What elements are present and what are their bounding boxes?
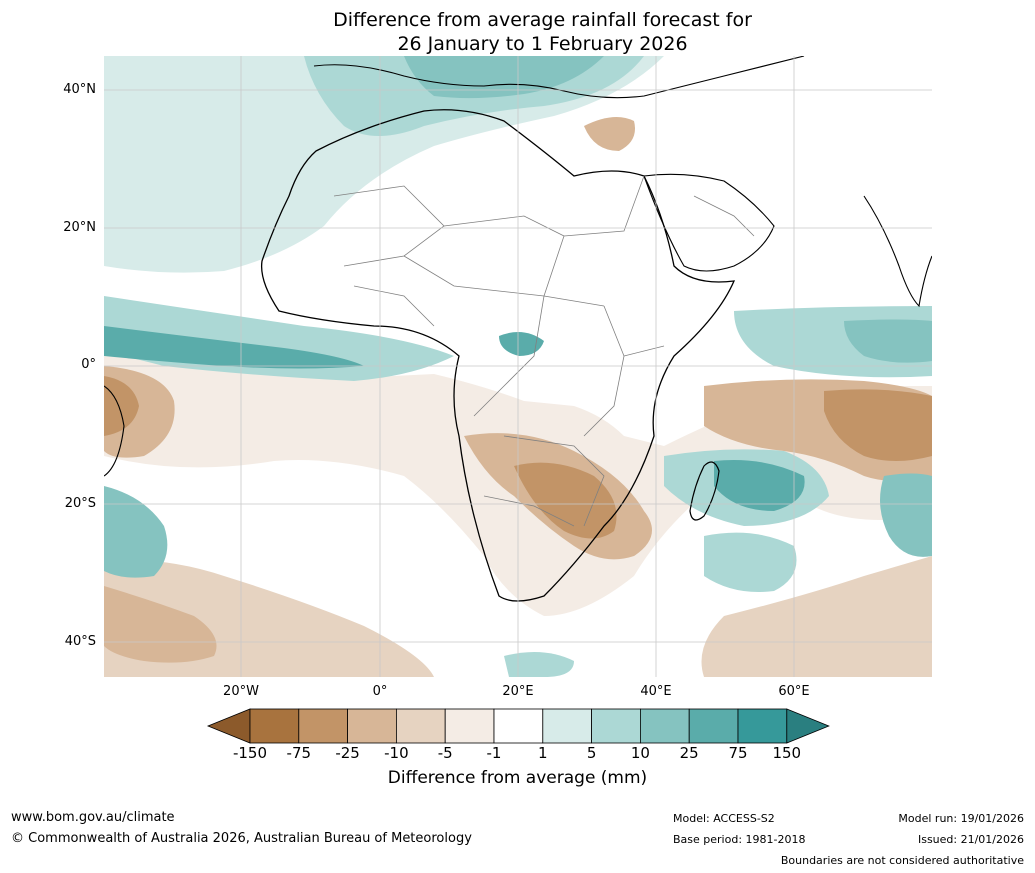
colorbar-tick-label: 5 xyxy=(586,744,597,762)
colorbar-segment xyxy=(493,708,544,744)
country-borders xyxy=(333,175,755,527)
lat-label-40s: 40°S xyxy=(64,634,96,649)
colorbar-arrow-low xyxy=(206,708,251,744)
rainfall-anomaly-map xyxy=(104,56,932,677)
lat-label-40n: 40°N xyxy=(63,82,96,97)
lon-label-20e: 20°E xyxy=(502,684,534,699)
colorbar-tick-label: 25 xyxy=(679,744,699,762)
lat-label-20n: 20°N xyxy=(63,220,96,235)
arabia-coastline xyxy=(643,173,775,272)
colorbar-tick-label: -75 xyxy=(286,744,312,762)
issued-date: Issued: 21/01/2026 xyxy=(917,833,1024,846)
lat-label-0: 0° xyxy=(81,357,96,372)
title-line-2: 26 January to 1 February 2026 xyxy=(397,33,688,55)
website-link[interactable]: www.bom.gov.au/climate xyxy=(11,810,175,825)
colorbar-tick-label: -150 xyxy=(232,744,268,762)
south-america-coastline xyxy=(104,385,125,477)
model-run-date: Model run: 19/01/2026 xyxy=(898,812,1024,825)
colorbar-segment xyxy=(444,708,495,744)
chart-title: Difference from average rainfall forecas… xyxy=(0,8,1035,56)
colorbar-segment xyxy=(395,708,446,744)
colorbar-segment xyxy=(249,708,300,744)
colorbar-segment xyxy=(298,708,349,744)
boundaries-disclaimer: Boundaries are not considered authoritat… xyxy=(780,854,1024,867)
colorbar-tick-label: -1 xyxy=(486,744,502,762)
colorbar-arrow-high xyxy=(786,708,830,744)
europe-coastline xyxy=(313,56,805,99)
copyright-notice: © Commonwealth of Australia 2026, Austra… xyxy=(11,831,472,846)
colorbar-title: Difference from average (mm) xyxy=(387,768,648,788)
lon-label-0: 0° xyxy=(372,684,388,699)
lon-label-20w: 20°W xyxy=(223,684,259,699)
graticule xyxy=(104,56,932,677)
lon-label-40e: 40°E xyxy=(640,684,672,699)
colorbar-segment xyxy=(639,708,690,744)
colorbar-tick-label: 10 xyxy=(630,744,650,762)
colorbar-tick-label: 75 xyxy=(728,744,748,762)
colorbar xyxy=(206,708,830,744)
colorbar-segment xyxy=(737,708,788,744)
wet-anomaly-regions xyxy=(104,56,932,677)
colorbar-tick-label: -25 xyxy=(335,744,360,762)
colorbar-segment xyxy=(591,708,641,744)
colorbar-segment xyxy=(542,708,592,744)
madagascar-outline xyxy=(689,461,720,521)
colorbar-tick-label: 1 xyxy=(538,744,548,762)
colorbar-tick-label: 150 xyxy=(772,744,802,762)
title-line-1: Difference from average rainfall forecas… xyxy=(333,9,752,31)
lat-label-20s: 20°S xyxy=(64,496,96,511)
colorbar-tick-label: -10 xyxy=(384,744,409,762)
colorbar-segment xyxy=(688,708,739,744)
model-name: Model: ACCESS-S2 xyxy=(673,812,775,825)
colorbar-segment xyxy=(347,708,397,744)
india-coastline xyxy=(863,195,932,308)
base-period: Base period: 1981-2018 xyxy=(673,833,806,846)
colorbar-tick-label: -5 xyxy=(437,744,453,762)
africa-coastline xyxy=(260,109,736,602)
lon-label-60e: 60°E xyxy=(778,684,810,699)
